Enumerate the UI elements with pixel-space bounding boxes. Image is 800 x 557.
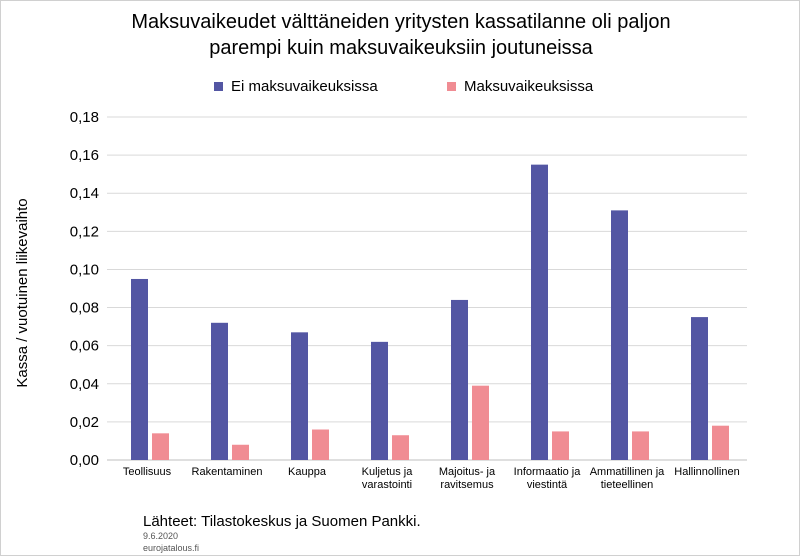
legend-swatch-series-1 [214,82,223,91]
bar-series-2 [472,385,489,460]
x-tick-label: Informaatio ja [514,466,582,478]
bar-series-2 [232,444,249,460]
date-note: 9.6.2020 [143,531,179,541]
legend-swatch-series-2 [447,82,456,91]
bar-series-1 [691,317,708,460]
y-tick-label: 0,10 [70,261,99,278]
y-tick-label: 0,14 [70,185,99,202]
bar-series-1 [371,341,388,460]
y-tick-label: 0,04 [70,376,99,393]
site-note: eurojatalous.fi [143,543,200,553]
bar-series-2 [632,431,649,460]
legend: Ei maksuvaikeuksissa Maksuvaikeuksissa [1,78,800,100]
bar-series-2 [152,433,169,460]
chart-title-line-2: parempi kuin maksuvaikeuksiin joutuneiss… [209,37,593,59]
bar-series-2 [552,431,569,460]
source-note: Lähteet: Tilastokeskus ja Suomen Pankki. [143,513,421,530]
y-tick-label: 0,12 [70,223,99,240]
x-tick-label: Kauppa [288,466,327,478]
x-tick-label: ravitsemus [440,479,494,491]
bar-series-1 [291,332,308,460]
x-tick-label: tieteellinen [601,479,654,491]
y-tick-label: 0,16 [70,147,99,164]
bar-series-2 [312,429,329,460]
x-tick-label: Hallinnollinen [674,466,739,478]
x-tick-label: Kuljetus ja [362,466,414,478]
bar-series-1 [611,210,628,460]
bar-series-1 [131,278,148,460]
legend-item-series-1: Ei maksuvaikeuksissa [214,78,378,95]
x-tick-label: Teollisuus [123,466,172,478]
x-tick-label: Majoitus- ja [439,466,496,478]
bar-series-2 [712,425,729,460]
y-tick-label: 0,00 [70,452,99,469]
y-tick-label: 0,02 [70,414,99,431]
x-tick-label: Ammatillinen ja [590,466,665,478]
legend-item-series-2: Maksuvaikeuksissa [447,78,593,95]
x-tick-label: Rakentaminen [192,466,263,478]
legend-label-series-1: Ei maksuvaikeuksissa [231,78,378,95]
bar-series-1 [211,322,228,460]
y-tick-label: 0,18 [70,109,99,126]
bar-series-2 [392,435,409,460]
x-tick-label: viestintä [527,479,568,491]
chart-title-line-1: Maksuvaikeudet välttäneiden yritysten ka… [131,11,671,33]
chart-title: Maksuvaikeudet välttäneiden yritysten ka… [101,9,701,61]
legend-label-series-2: Maksuvaikeuksissa [464,78,594,95]
bar-series-1 [531,164,548,460]
y-tick-label: 0,06 [70,338,99,355]
x-tick-label: varastointi [362,479,412,491]
bar-series-1 [451,299,468,460]
y-tick-label: 0,08 [70,300,99,317]
